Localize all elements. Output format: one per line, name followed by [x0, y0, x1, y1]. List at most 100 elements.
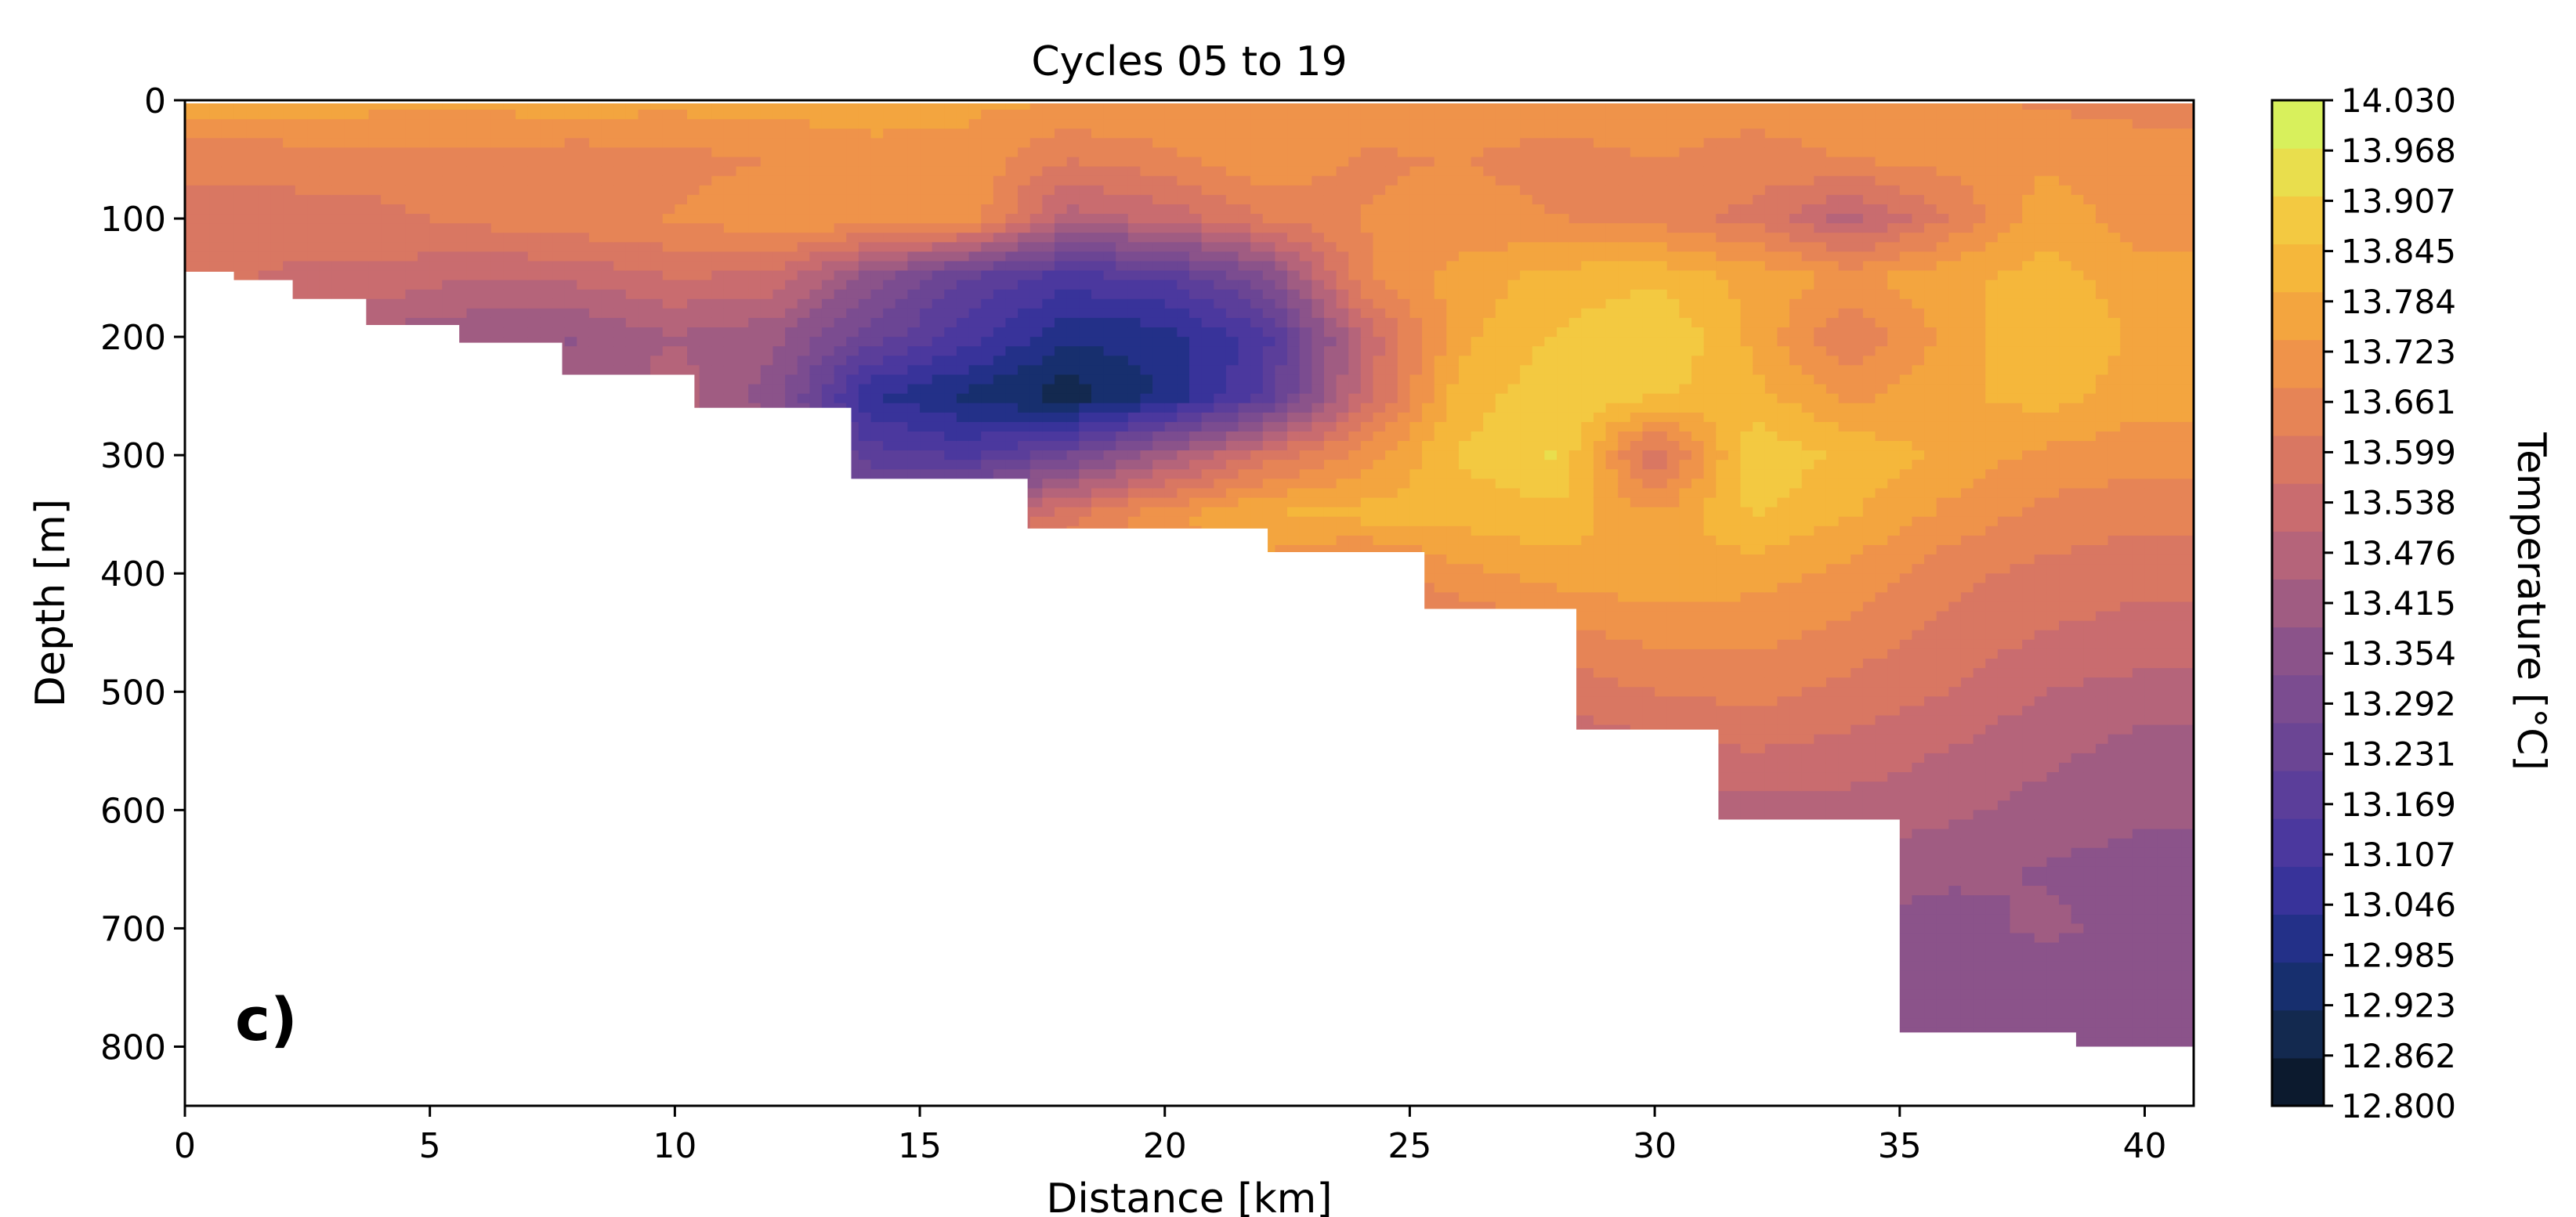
field-cell	[638, 261, 651, 272]
field-cell	[540, 261, 553, 272]
field-cell	[405, 242, 418, 253]
field-cell	[331, 185, 346, 196]
field-cell	[503, 327, 516, 338]
field-cell	[356, 289, 370, 300]
field-cell	[588, 128, 602, 139]
field-cell	[723, 166, 737, 177]
field-cell	[711, 175, 725, 186]
field-cell	[625, 214, 639, 224]
field-cell	[625, 185, 639, 196]
field-cell	[662, 356, 676, 367]
field-cell	[527, 223, 541, 233]
field-cell	[699, 308, 713, 319]
field-cell	[490, 317, 505, 328]
field-cell	[516, 157, 529, 168]
field-cell	[772, 327, 786, 338]
field-cell	[601, 317, 614, 328]
field-cell	[675, 185, 688, 196]
field-cell	[516, 308, 529, 319]
field-cell	[418, 166, 431, 177]
field-cell	[625, 128, 639, 139]
field-cell	[613, 308, 627, 319]
field-cell	[748, 393, 762, 404]
field-cell	[625, 242, 639, 253]
field-cell	[662, 175, 676, 186]
field-cell	[577, 270, 590, 281]
field-cell	[699, 365, 713, 376]
field-cell	[760, 270, 774, 281]
field-cell	[429, 308, 443, 319]
field-cell	[723, 157, 737, 168]
field-cell	[736, 110, 749, 120]
field-cell	[270, 157, 284, 168]
field-cell	[527, 138, 541, 149]
field-cell	[711, 327, 725, 338]
field-cell	[283, 185, 296, 196]
field-cell	[711, 317, 725, 328]
field-cell	[613, 119, 627, 130]
field-cell	[233, 138, 247, 149]
field-cell	[736, 166, 749, 177]
field-cell	[527, 280, 541, 291]
field-cell	[785, 128, 798, 139]
field-cell	[429, 110, 443, 120]
field-cell	[418, 280, 431, 291]
field-cell	[307, 128, 320, 139]
field-cell	[552, 298, 566, 309]
field-cell	[772, 393, 786, 404]
field-cell	[540, 204, 553, 215]
field-cell	[381, 194, 394, 205]
field-cell	[540, 308, 553, 319]
field-cell	[319, 185, 333, 196]
field-cell	[356, 185, 370, 196]
field-cell	[552, 233, 566, 244]
field-cell	[687, 185, 700, 196]
field-cell	[711, 308, 725, 319]
field-cell	[454, 214, 468, 224]
field-cell	[331, 289, 346, 300]
field-cell	[564, 233, 578, 244]
field-cell	[258, 175, 272, 186]
field-cell	[540, 185, 553, 196]
field-cell	[588, 280, 602, 291]
field-cell	[490, 223, 505, 233]
field-cell	[442, 289, 455, 300]
field-cell	[516, 270, 529, 281]
field-cell	[723, 365, 737, 376]
field-cell	[625, 233, 639, 244]
field-cell	[772, 337, 786, 347]
field-cell	[564, 308, 578, 319]
field-cell	[258, 128, 272, 139]
field-cell	[699, 147, 713, 158]
field-cell	[785, 289, 798, 300]
field-cell	[270, 185, 284, 196]
field-cell	[331, 128, 346, 139]
field-cell	[490, 298, 505, 309]
field-cell	[662, 147, 676, 158]
field-cell	[577, 128, 590, 139]
field-cell	[246, 185, 259, 196]
field-cell	[356, 270, 370, 281]
field-cell	[760, 384, 774, 395]
field-cell	[503, 110, 516, 120]
field-cell	[295, 166, 309, 177]
field-cell	[503, 194, 516, 205]
field-cell	[601, 119, 614, 130]
field-cell	[772, 317, 786, 328]
field-cell	[588, 175, 602, 186]
field-cell	[785, 157, 798, 168]
field-cell	[687, 337, 700, 347]
field-cell	[479, 214, 492, 224]
field-cell	[418, 298, 431, 309]
field-cell	[197, 214, 211, 224]
field-cell	[393, 261, 407, 272]
field-cell	[233, 261, 247, 272]
field-cell	[760, 346, 774, 357]
field-cell	[540, 138, 553, 149]
field-cell	[613, 280, 627, 291]
field-cell	[209, 110, 223, 120]
field-cell	[638, 242, 651, 253]
field-cell	[209, 175, 223, 186]
field-cell	[760, 128, 774, 139]
field-cell	[246, 147, 259, 158]
